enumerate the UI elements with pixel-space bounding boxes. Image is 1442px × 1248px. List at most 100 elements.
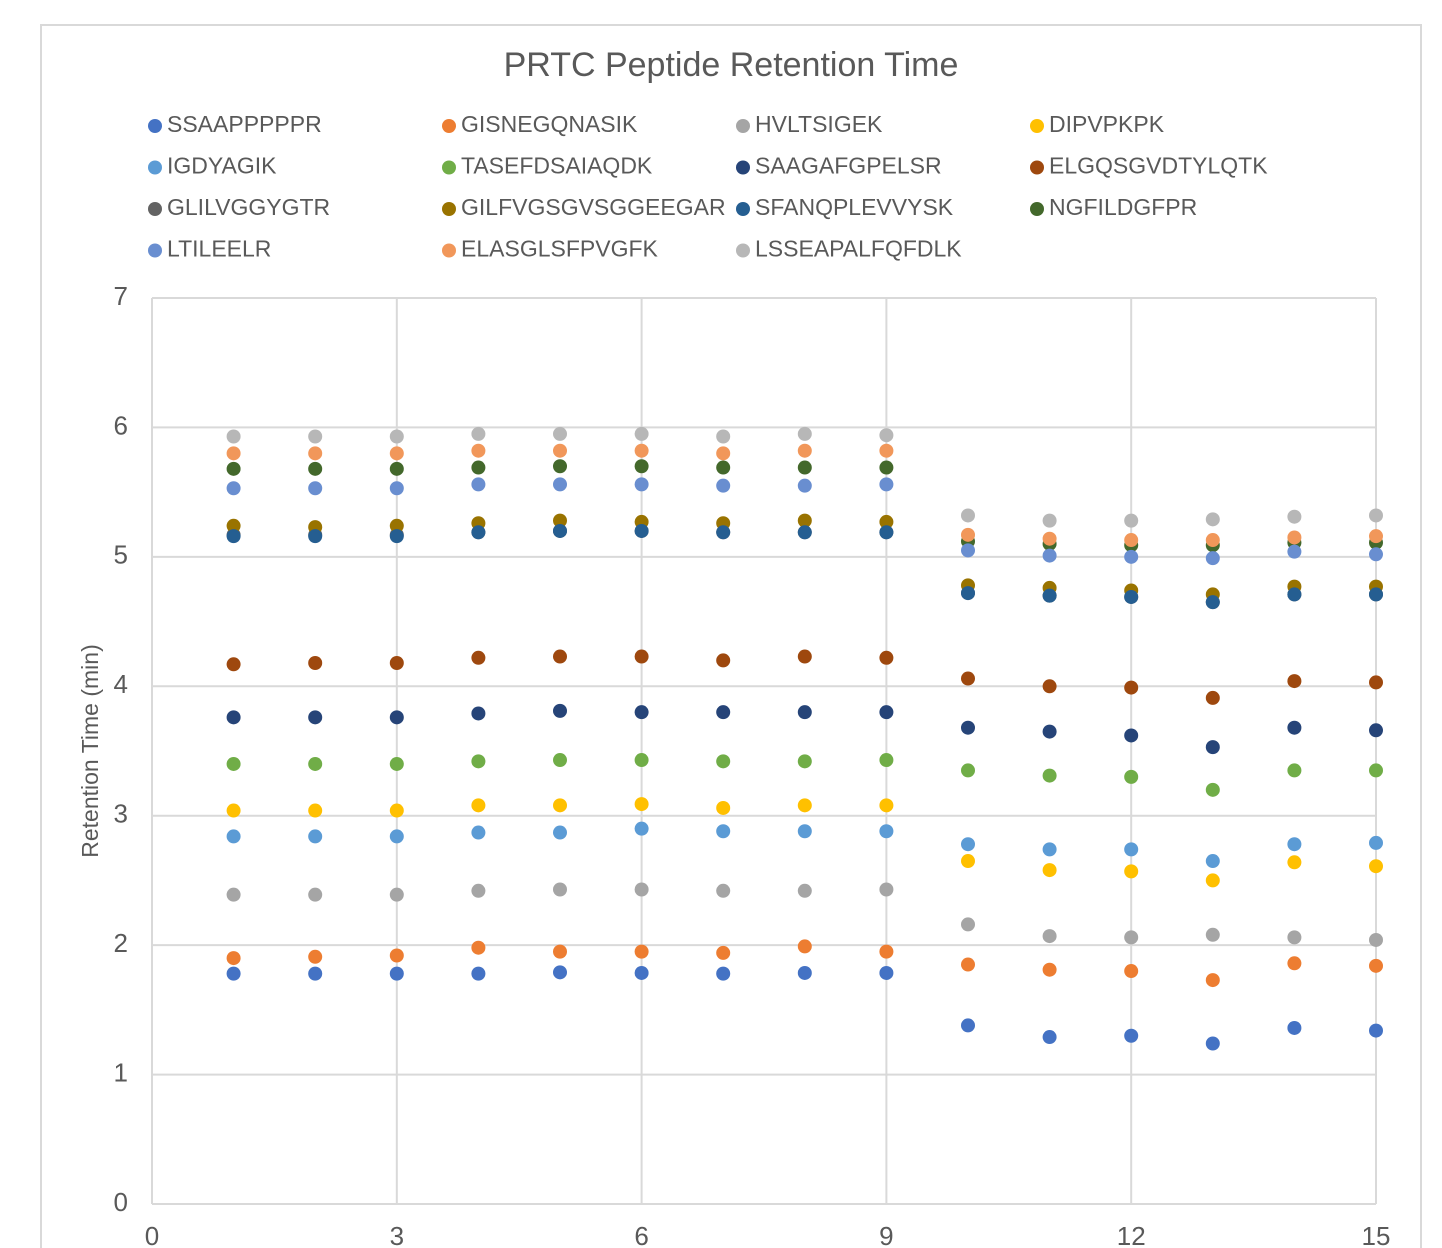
data-point bbox=[389, 529, 404, 544]
data-point bbox=[553, 477, 567, 492]
data-point bbox=[389, 756, 404, 771]
data-point bbox=[226, 710, 241, 725]
data-point bbox=[471, 650, 486, 665]
data-point bbox=[226, 429, 241, 444]
data-point bbox=[797, 478, 812, 493]
legend-marker bbox=[442, 243, 456, 258]
y-tick-label: 2 bbox=[114, 928, 128, 958]
legend-marker bbox=[736, 119, 750, 133]
data-point bbox=[1124, 680, 1139, 695]
legend-label: SFANQPLEVVYSK bbox=[755, 194, 954, 220]
data-point bbox=[961, 527, 975, 542]
data-point bbox=[634, 965, 649, 980]
data-point bbox=[1205, 1036, 1220, 1051]
data-point bbox=[308, 446, 323, 461]
data-point bbox=[471, 426, 486, 441]
data-point bbox=[1124, 769, 1139, 784]
x-tick-label: 12 bbox=[1117, 1221, 1146, 1248]
data-point bbox=[389, 429, 404, 444]
data-point bbox=[1205, 595, 1220, 610]
data-point bbox=[797, 460, 812, 475]
data-point bbox=[1287, 956, 1302, 971]
data-point bbox=[1205, 740, 1220, 755]
data-point bbox=[308, 481, 323, 496]
data-point bbox=[634, 882, 649, 897]
data-point bbox=[879, 798, 894, 813]
y-tick-label: 7 bbox=[114, 281, 128, 311]
data-point bbox=[226, 461, 241, 476]
data-point bbox=[716, 705, 731, 720]
legend-marker bbox=[148, 243, 162, 258]
data-point bbox=[1205, 873, 1220, 888]
data-point bbox=[1205, 927, 1220, 942]
data-point bbox=[308, 949, 323, 964]
data-point bbox=[1124, 842, 1139, 857]
data-point bbox=[634, 705, 649, 720]
data-point bbox=[879, 824, 894, 839]
data-point bbox=[226, 951, 241, 966]
data-point bbox=[961, 957, 975, 972]
x-tick-label: 6 bbox=[634, 1221, 648, 1248]
data-point bbox=[471, 940, 486, 955]
data-point bbox=[797, 705, 812, 720]
y-tick-label: 0 bbox=[114, 1187, 128, 1217]
data-point bbox=[634, 477, 649, 492]
data-point bbox=[797, 426, 812, 441]
legend-label: GILFVGSGVSGGEEGAR bbox=[461, 194, 726, 220]
legend-marker bbox=[442, 202, 456, 216]
data-point bbox=[553, 882, 567, 897]
data-point bbox=[389, 461, 404, 476]
data-point bbox=[471, 825, 486, 840]
data-point bbox=[553, 944, 567, 959]
data-point bbox=[961, 720, 975, 735]
data-point bbox=[1124, 533, 1139, 548]
data-point bbox=[634, 443, 649, 458]
data-point bbox=[308, 655, 323, 670]
data-point bbox=[1287, 544, 1302, 559]
data-point bbox=[1124, 964, 1139, 979]
data-point bbox=[308, 529, 323, 544]
data-point bbox=[553, 649, 567, 664]
data-point bbox=[716, 460, 731, 475]
data-point bbox=[308, 429, 323, 444]
data-point bbox=[1369, 508, 1383, 523]
x-tick-label: 9 bbox=[879, 1221, 893, 1248]
chart-frame bbox=[40, 24, 1422, 1248]
data-point bbox=[634, 649, 649, 664]
data-point bbox=[879, 753, 894, 768]
legend-label: GISNEGQNASIK bbox=[461, 111, 638, 137]
data-point bbox=[226, 966, 241, 981]
data-point bbox=[634, 459, 649, 474]
data-point bbox=[716, 883, 731, 898]
data-point bbox=[634, 797, 649, 812]
data-point bbox=[634, 944, 649, 959]
data-point bbox=[1205, 782, 1220, 797]
data-point bbox=[716, 478, 731, 493]
data-point bbox=[471, 754, 486, 769]
chart-title: PRTC Peptide Retention Time bbox=[504, 46, 959, 84]
data-point bbox=[797, 939, 812, 954]
data-point bbox=[553, 459, 567, 474]
data-point bbox=[1042, 863, 1057, 878]
data-point bbox=[1369, 932, 1383, 947]
data-point bbox=[1124, 930, 1139, 945]
data-point bbox=[389, 829, 404, 844]
legend-label: TASEFDSAIAQDK bbox=[461, 153, 653, 179]
data-point bbox=[1042, 929, 1057, 944]
data-point bbox=[389, 887, 404, 902]
y-tick-label: 4 bbox=[114, 669, 128, 699]
data-point bbox=[1205, 551, 1220, 566]
data-point bbox=[1287, 587, 1302, 602]
data-point bbox=[1042, 1030, 1057, 1045]
data-point bbox=[961, 763, 975, 778]
data-point bbox=[716, 754, 731, 769]
data-point bbox=[226, 803, 241, 818]
data-point bbox=[1369, 1023, 1383, 1038]
legend-marker bbox=[1030, 160, 1044, 175]
y-tick-label: 6 bbox=[114, 410, 128, 440]
legend-label: ELGQSGVDTYLQTK bbox=[1049, 153, 1268, 179]
data-point bbox=[797, 965, 812, 980]
legend-marker bbox=[736, 160, 750, 175]
legend-label: SAAGAFGPELSR bbox=[755, 153, 942, 179]
data-point bbox=[879, 514, 894, 529]
